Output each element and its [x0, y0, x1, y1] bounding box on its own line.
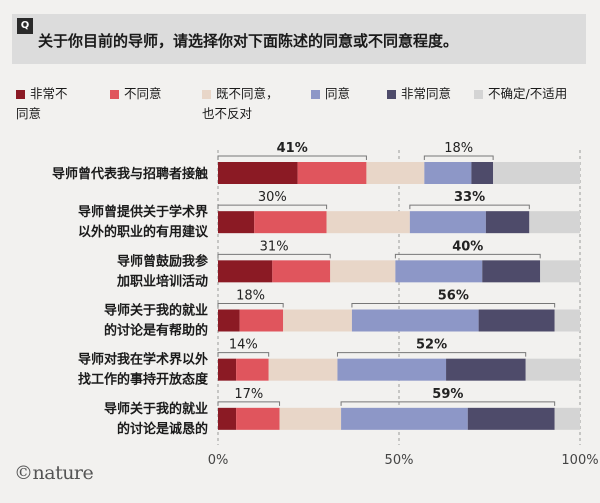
disagree-total-label: 17% [234, 387, 263, 402]
category-label: 的讨论是有帮助的 [104, 323, 208, 339]
legend-label: 不确定/不适用 [488, 86, 568, 101]
legend-label: 同意 [325, 86, 351, 101]
disagree-bracket [217, 253, 331, 259]
disagree-bracket [217, 204, 328, 210]
bar-segment [218, 260, 273, 283]
agree-total-label: 56% [438, 289, 469, 304]
bar-segment [478, 309, 555, 332]
category-label: 导师对我在学术界以外 [78, 352, 208, 368]
agree-bracket [423, 155, 494, 160]
agree-bracket [336, 352, 527, 357]
agree-bracket [351, 303, 556, 308]
disagree-bracket [217, 155, 367, 160]
category-label: 导师曾提供关于学术界 [78, 204, 208, 220]
bar-segment [409, 211, 486, 234]
disagree-total-label: 30% [258, 190, 287, 205]
bar-segment [493, 162, 580, 184]
category-label: 加职业培训活动 [116, 273, 208, 289]
bar-segment [540, 260, 580, 283]
legend-label: 非常同意 [401, 86, 452, 101]
agree-bracket [394, 253, 541, 259]
x-tick-label: 0% [208, 453, 229, 468]
bar-segment [554, 309, 580, 332]
legend-swatch [16, 90, 25, 99]
legend-swatch [202, 90, 211, 99]
x-tick-label: 50% [385, 453, 414, 468]
legend-swatch [311, 90, 320, 99]
bar-segment [272, 260, 331, 283]
bar-segment [554, 407, 580, 430]
legend-swatch [474, 90, 483, 99]
legend-label: 非常不 [30, 86, 68, 101]
bar-segment [218, 211, 255, 234]
bar-segment [218, 309, 240, 332]
bar-segment [471, 162, 494, 184]
disagree-bracket [217, 303, 284, 308]
bar-segment [485, 211, 530, 234]
category-label: 导师曾鼓励我参 [117, 253, 209, 269]
bar-segment [424, 162, 472, 184]
bar-segment [337, 358, 447, 381]
bar-segment [218, 162, 298, 184]
bar-segment [236, 407, 280, 430]
legend-label: 既不同意， [216, 86, 279, 101]
question-header: Q 关于你目前的导师，请选择你对下面陈述的同意或不同意程度。 [12, 14, 586, 64]
disagree-total-label: 31% [260, 239, 289, 254]
agree-total-label: 18% [444, 141, 473, 156]
bar-segment [395, 260, 483, 283]
agree-total-label: 59% [432, 387, 463, 402]
agree-total-label: 33% [454, 190, 485, 205]
legend-swatch [387, 90, 396, 99]
category-label: 的讨论是诚恳的 [117, 421, 208, 437]
bar-segment [254, 211, 327, 234]
bar-segment [236, 358, 269, 381]
bar-segment [239, 309, 284, 332]
legend-label: 也不反对 [202, 106, 253, 121]
bar-segment [326, 211, 410, 234]
bar-segment [330, 260, 396, 283]
bar-segment [351, 309, 479, 332]
agree-total-label: 52% [416, 338, 447, 353]
category-label: 导师关于我的就业 [104, 401, 208, 417]
bar-segment [268, 358, 338, 381]
category-label: 以外的职业的有用建议 [78, 224, 209, 240]
question-text: 关于你目前的导师，请选择你对下面陈述的同意或不同意程度。 [38, 32, 459, 50]
bar-segment [467, 407, 555, 430]
agree-bracket [340, 401, 556, 406]
disagree-total-label: 14% [229, 338, 258, 353]
category-label: 导师关于我的就业 [104, 303, 208, 319]
legend-swatch [110, 90, 119, 99]
disagree-total-label: 18% [236, 289, 265, 304]
agree-bracket [409, 204, 530, 210]
disagree-bracket [217, 401, 281, 406]
bar-segment [279, 407, 342, 430]
bar-segment [482, 260, 541, 283]
bar-segment [341, 407, 468, 430]
bar-segment [525, 358, 580, 381]
bar-segment [529, 211, 580, 234]
bar-segment [446, 358, 526, 381]
disagree-bracket [217, 352, 270, 357]
x-tick-label: 100% [561, 453, 598, 468]
bar-segment [218, 407, 237, 430]
nature-logo: ©nature [14, 462, 94, 484]
bar-segment [297, 162, 367, 184]
legend-label: 同意 [16, 106, 42, 121]
question-badge: Q [17, 18, 33, 34]
category-label: 找工作的事持开放态度 [78, 372, 209, 388]
bar-segment [283, 309, 352, 332]
category-label: 导师曾代表我与招聘者接触 [52, 166, 208, 182]
legend-label: 不同意 [124, 86, 162, 101]
disagree-total-label: 41% [277, 141, 308, 156]
bar-segment [218, 358, 237, 381]
bar-segment [366, 162, 425, 184]
agree-total-label: 40% [452, 239, 483, 254]
